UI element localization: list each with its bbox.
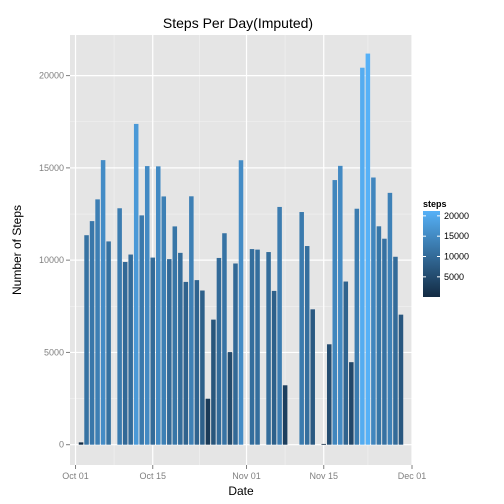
bar: [382, 238, 387, 445]
bar: [128, 254, 133, 445]
bar: [205, 398, 211, 445]
bar: [122, 262, 128, 445]
y-axis-title: Number of Steps: [10, 205, 24, 295]
bar: [277, 206, 282, 445]
bar: [167, 259, 172, 445]
bar: [161, 196, 167, 445]
legend-break-label: 5000: [444, 272, 464, 282]
bar: [183, 281, 189, 445]
bar: [387, 192, 393, 445]
bar: [133, 123, 139, 445]
legend: steps 20000 15000 10000 5000: [423, 199, 469, 297]
bar: [338, 165, 343, 445]
bar: [100, 160, 106, 445]
x-axis: Oct 01 Oct 15 Nov 01 Nov 15 Dec 01: [62, 465, 426, 481]
bar: [354, 208, 360, 445]
bar: [222, 233, 227, 445]
bar: [266, 252, 271, 445]
bar: [349, 362, 354, 445]
legend-title: steps: [423, 199, 447, 209]
bar: [332, 180, 338, 445]
bar: [150, 257, 155, 445]
bar: [89, 221, 95, 445]
bar: [249, 249, 255, 445]
bar: [321, 443, 326, 445]
bar: [117, 208, 122, 445]
bar: [271, 290, 277, 445]
bar: [255, 249, 260, 445]
bar: [95, 199, 100, 445]
x-axis-title: Date: [228, 484, 254, 498]
bar: [156, 166, 161, 445]
bar: [227, 352, 233, 445]
legend-break-label: 15000: [444, 231, 469, 241]
y-tick-label: 0: [59, 440, 64, 450]
y-tick-label: 15000: [39, 163, 64, 173]
bar: [189, 196, 194, 445]
bar: [106, 241, 111, 445]
x-tick-label: Nov 15: [309, 471, 338, 481]
y-tick-label: 5000: [44, 347, 64, 357]
bar: [398, 314, 404, 445]
bar: [343, 281, 349, 445]
bar: [216, 257, 222, 445]
y-tick-label: 10000: [39, 255, 64, 265]
bar: [194, 280, 200, 445]
chart-title: Steps Per Day(Imputed): [163, 15, 313, 31]
bar: [200, 290, 205, 445]
bar: [211, 319, 216, 445]
legend-break-label: 10000: [444, 252, 469, 262]
bar: [233, 263, 238, 445]
bar: [365, 53, 371, 445]
bar: [310, 309, 315, 445]
bar: [84, 235, 89, 445]
x-tick-label: Oct 15: [139, 471, 166, 481]
legend-breaks: 20000 15000 10000 5000: [423, 211, 469, 282]
y-tick-label: 20000: [39, 71, 64, 81]
bar: [144, 166, 150, 445]
legend-colorbar: [423, 211, 440, 297]
bar: [172, 226, 178, 445]
bar: [304, 246, 310, 445]
x-tick-label: Nov 01: [232, 471, 261, 481]
bar: [78, 442, 84, 445]
bar: [327, 344, 332, 445]
bar: [376, 226, 382, 445]
y-axis: 0 5000 10000 15000 20000: [39, 71, 70, 450]
bar: [139, 215, 144, 445]
x-tick-label: Oct 01: [62, 471, 89, 481]
bar: [371, 177, 376, 445]
bar-series: [78, 53, 404, 445]
x-tick-label: Dec 01: [398, 471, 427, 481]
legend-break-label: 20000: [444, 211, 469, 221]
bar: [282, 385, 288, 445]
bar: [393, 256, 398, 445]
bar: [299, 212, 304, 445]
bar: [360, 67, 365, 445]
bar: [238, 160, 244, 445]
bar: [178, 252, 183, 445]
